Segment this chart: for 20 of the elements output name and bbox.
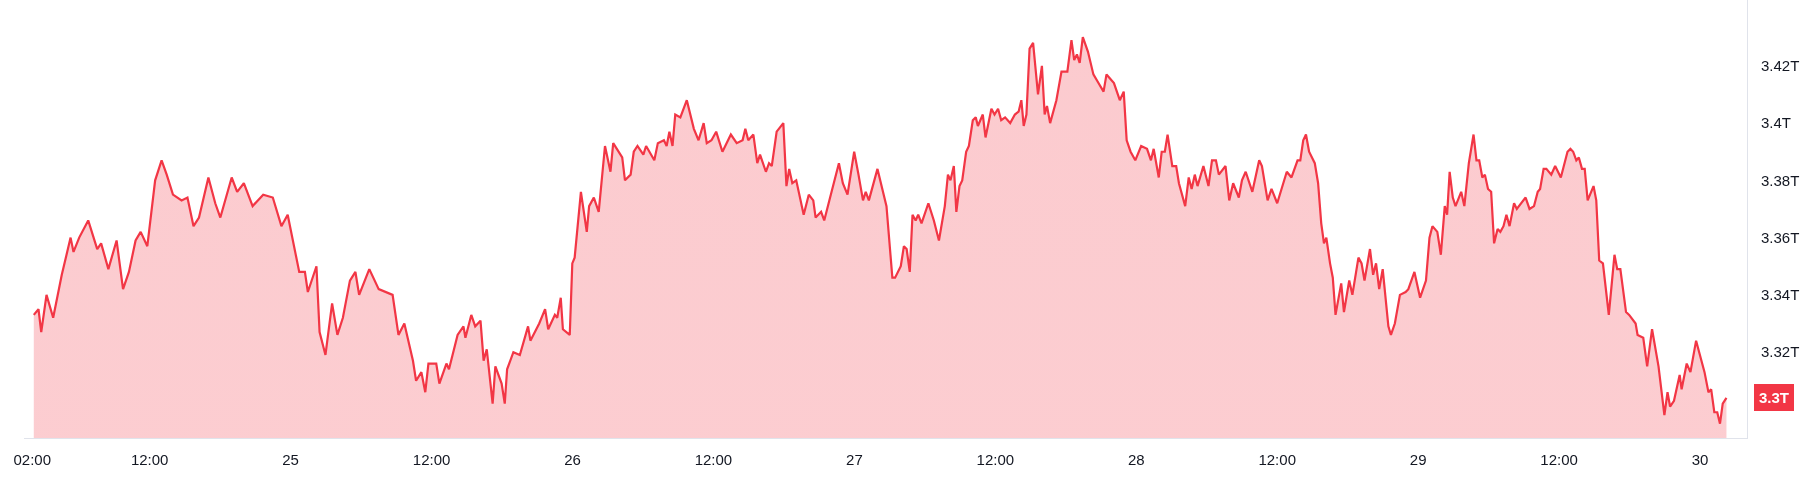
y-tick-label: 3.42T — [1761, 57, 1800, 75]
x-tick-label: 12:00 — [412, 451, 451, 468]
x-tick-label: 27 — [846, 451, 863, 468]
x-tick-label: 12:00 — [976, 451, 1015, 468]
x-tick-label: 25 — [282, 451, 299, 468]
x-tick-label: 02:00 — [13, 451, 51, 468]
x-tick-label: 12:00 — [1258, 451, 1296, 468]
x-tick-label: 28 — [1127, 451, 1145, 468]
x-tick-label: 26 — [564, 451, 581, 468]
y-tick-label: 3.36T — [1761, 228, 1800, 246]
x-tick-label: 12:00 — [130, 451, 169, 468]
y-tick-label: 3.38T — [1761, 171, 1800, 189]
x-tick-label: 12:00 — [1540, 451, 1578, 468]
y-tick-label: 3.4T — [1761, 114, 1792, 132]
annotation: 3.3T — [1759, 389, 1790, 406]
x-tick-label: 12:00 — [694, 451, 733, 468]
x-tick-label: 30 — [1691, 451, 1709, 468]
x-tick-label: 29 — [1409, 451, 1427, 468]
y-tick-label: 3.32T — [1761, 343, 1800, 361]
y-tick-label: 3.34T — [1761, 286, 1800, 304]
